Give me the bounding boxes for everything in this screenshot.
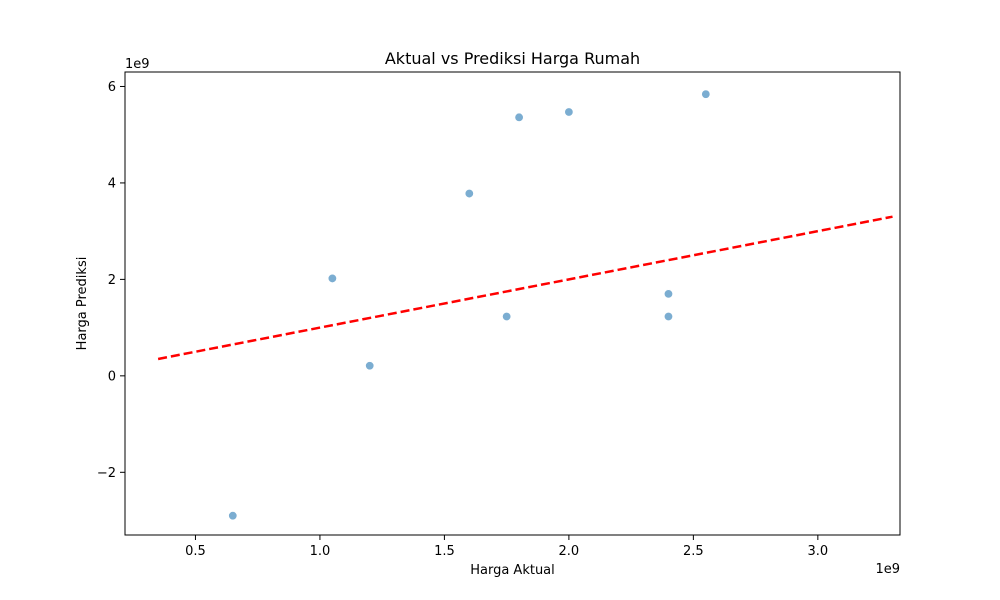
x-axis-offset-label: 1e9 <box>875 562 900 577</box>
data-point <box>564 107 574 117</box>
y-tick-label: 2 <box>108 273 116 288</box>
x-tick-label: 1.5 <box>434 544 455 559</box>
x-tick-label: 3.0 <box>808 544 829 559</box>
data-point <box>663 312 673 322</box>
data-point <box>701 89 711 99</box>
axis-ticks: 0.5 1.0 1.5 2.0 2.5 3.0 −2 0 2 4 6 <box>97 80 828 559</box>
data-point <box>514 112 524 122</box>
data-point <box>365 361 375 371</box>
data-point <box>464 189 474 199</box>
y-tick-label: 4 <box>108 176 116 191</box>
y-axis-offset-label: 1e9 <box>125 57 150 72</box>
y-tick-label: 6 <box>108 80 116 95</box>
x-axis-label: Harga Aktual <box>470 563 555 578</box>
x-tick-label: 1.0 <box>310 544 331 559</box>
data-point <box>228 511 238 521</box>
chart-title: Aktual vs Prediksi Harga Rumah <box>385 49 640 68</box>
data-point <box>663 289 673 299</box>
y-tick-label: 0 <box>108 369 116 384</box>
x-tick-label: 0.5 <box>185 544 206 559</box>
plot-frame <box>124 71 901 536</box>
x-tick-label: 2.5 <box>683 544 704 559</box>
reference-line <box>157 215 893 361</box>
x-tick-label: 2.0 <box>559 544 580 559</box>
y-tick-label: −2 <box>97 466 116 481</box>
y-axis-label: Harga Prediksi <box>75 257 90 351</box>
plot-marks <box>157 89 893 521</box>
data-point <box>502 312 512 322</box>
data-point <box>327 273 337 283</box>
